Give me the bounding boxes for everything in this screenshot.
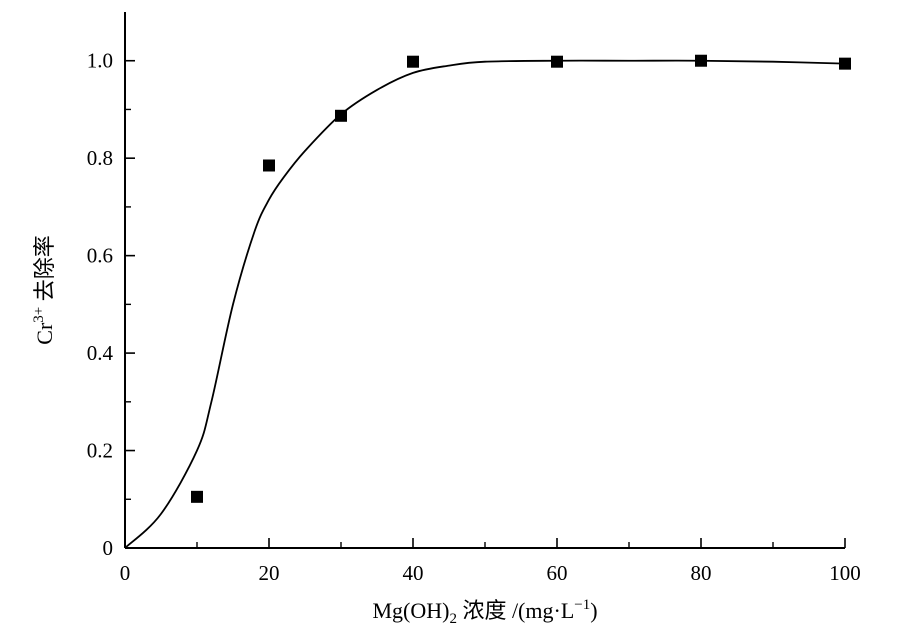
data-point-marker bbox=[551, 55, 563, 68]
ticks: 0 20 40 60 80 100 0 0.2 0.4 0.6 0.8 1.0 bbox=[87, 49, 861, 585]
x-label-suffix: 浓度 /(mg·L bbox=[457, 598, 574, 623]
data-point-marker bbox=[191, 490, 203, 503]
y-tick-label: 0 bbox=[103, 536, 114, 560]
x-label-subscript: 2 bbox=[449, 611, 457, 627]
x-tick-label: 40 bbox=[403, 561, 424, 585]
x-label-superscript: −1 bbox=[574, 597, 590, 613]
fit-curve-line bbox=[124, 59, 846, 549]
x-label-close: ) bbox=[590, 598, 597, 623]
y-label-suffix: 去除率 bbox=[32, 235, 57, 307]
y-tick-label: 0.4 bbox=[87, 341, 114, 365]
x-axis-label: Mg(OH)2 浓度 /(mg·L−1) bbox=[372, 597, 597, 627]
data-point-marker bbox=[335, 109, 347, 122]
x-tick-label: 20 bbox=[259, 561, 280, 585]
data-point-marker bbox=[407, 55, 419, 68]
data-markers bbox=[191, 54, 851, 503]
x-tick-label: 80 bbox=[691, 561, 712, 585]
x-tick-label: 0 bbox=[120, 561, 131, 585]
x-tick-label: 100 bbox=[829, 561, 861, 585]
data-point-marker bbox=[839, 57, 851, 70]
y-tick-label: 1.0 bbox=[87, 49, 113, 73]
x-tick-label: 60 bbox=[547, 561, 568, 585]
data-point-marker bbox=[263, 159, 275, 172]
y-tick-label: 0.6 bbox=[87, 244, 113, 268]
y-tick-label: 0.2 bbox=[87, 439, 113, 463]
y-label-superscript: 3+ bbox=[31, 307, 47, 323]
y-tick-label: 0.8 bbox=[87, 146, 113, 170]
axes bbox=[124, 12, 845, 549]
plot-area bbox=[124, 54, 851, 549]
y-axis-label: Cr3+ 去除率 bbox=[31, 235, 57, 344]
data-point-marker bbox=[695, 54, 707, 67]
